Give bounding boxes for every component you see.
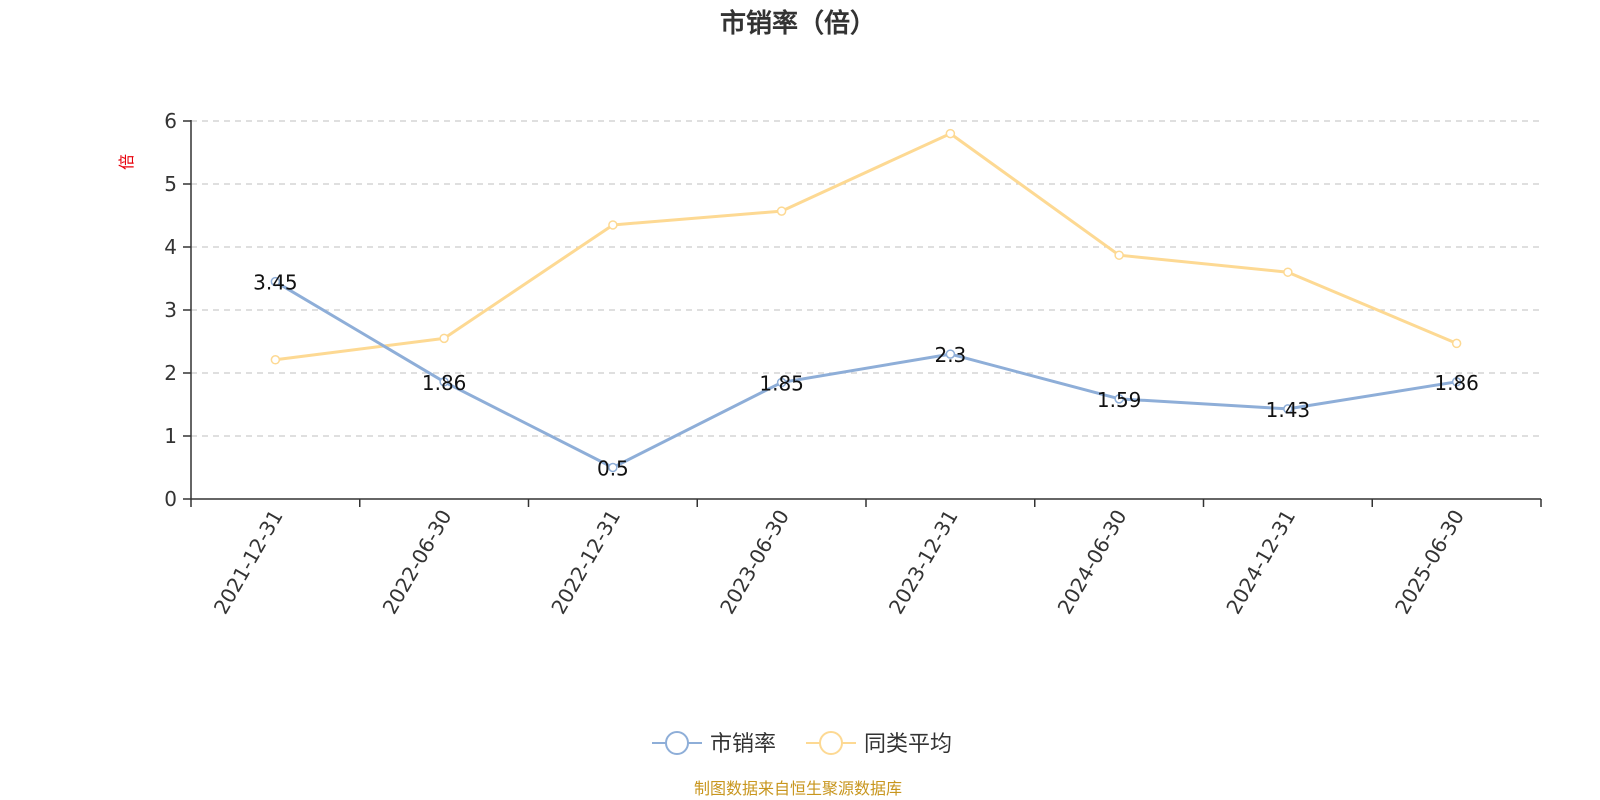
x-tick-label: 2023-06-30 [715, 506, 794, 619]
legend-item[interactable]: 同类平均 [806, 731, 952, 757]
y-tick-label: 5 [164, 172, 177, 196]
x-tick-label: 2022-12-31 [546, 506, 625, 619]
legend[interactable]: 市销率 同类平均 [652, 731, 952, 757]
x-tick-label: 2023-12-31 [884, 506, 963, 619]
data-point[interactable] [608, 220, 618, 230]
data-labels: 3.45 1.86 0.5 1.85 2.3 1.59 1.43 1.86 [253, 271, 1479, 481]
x-tick-label: 2022-06-30 [378, 506, 457, 619]
y-tick-label: 4 [164, 235, 177, 259]
data-point[interactable] [439, 377, 449, 387]
legend-label: 同类平均 [864, 732, 952, 757]
data-label: 3.45 [253, 271, 298, 295]
series-layer [270, 128, 1462, 473]
data-point[interactable] [1451, 338, 1462, 349]
data-point[interactable] [270, 276, 281, 287]
data-point[interactable] [1283, 267, 1293, 277]
data-point[interactable] [945, 128, 956, 139]
data-label: 1.86 [422, 371, 467, 395]
legend-item[interactable]: 市销率 [652, 731, 776, 757]
y-tick-label: 2 [164, 361, 177, 385]
x-tick-label: 2025-06-30 [1390, 506, 1469, 619]
data-point[interactable] [776, 377, 787, 388]
data-point[interactable] [270, 355, 281, 365]
data-label: 1.43 [1266, 398, 1311, 422]
data-point[interactable] [945, 349, 956, 359]
y-tick-label: 3 [164, 298, 177, 322]
y-tick-label: 0 [164, 487, 177, 511]
data-label: 1.59 [1097, 388, 1142, 412]
y-tick-label: 1 [164, 424, 177, 448]
series-line [275, 132, 1458, 362]
data-point[interactable] [608, 462, 618, 473]
data-point[interactable] [1451, 377, 1462, 387]
legend-label: 市销率 [710, 732, 776, 757]
data-point[interactable] [1283, 404, 1293, 414]
x-tick-label: 2024-06-30 [1053, 506, 1132, 619]
y-axis-unit-label: 倍 [117, 154, 136, 170]
y-tick-label: 6 [164, 109, 177, 133]
grid-lines [191, 120, 1541, 437]
data-point[interactable] [776, 206, 787, 216]
data-source-note: 制图数据来自恒生聚源数据库 [694, 779, 902, 798]
data-point[interactable] [1114, 250, 1124, 260]
axes: 0 1 2 3 4 5 6 2021-12-31 2022-06-30 2022-12-31 202… [164, 109, 1542, 619]
series-line [274, 280, 1457, 469]
legend-marker [819, 731, 843, 755]
x-tick-label: 2024-12-31 [1221, 506, 1300, 619]
chart-title: 市销率（倍） [720, 8, 876, 39]
data-label: 1.86 [1434, 371, 1479, 395]
data-point[interactable] [1114, 394, 1124, 404]
x-tick-label: 2021-12-31 [209, 506, 288, 619]
data-point[interactable] [439, 333, 449, 344]
data-label: 1.85 [759, 371, 804, 395]
data-label: 2.3 [934, 343, 966, 367]
legend-marker [665, 731, 689, 755]
data-label: 0.5 [597, 457, 629, 481]
